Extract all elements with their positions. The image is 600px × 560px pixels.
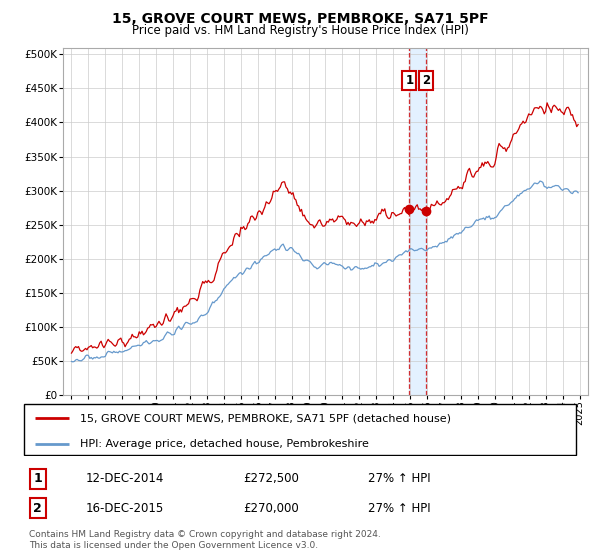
Text: Contains HM Land Registry data © Crown copyright and database right 2024.
This d: Contains HM Land Registry data © Crown c… (29, 530, 381, 549)
Text: 27% ↑ HPI: 27% ↑ HPI (368, 502, 430, 515)
Text: 1: 1 (405, 74, 413, 87)
Text: Price paid vs. HM Land Registry's House Price Index (HPI): Price paid vs. HM Land Registry's House … (131, 24, 469, 36)
Text: £270,000: £270,000 (244, 502, 299, 515)
Text: 12-DEC-2014: 12-DEC-2014 (86, 473, 164, 486)
Text: 15, GROVE COURT MEWS, PEMBROKE, SA71 5PF: 15, GROVE COURT MEWS, PEMBROKE, SA71 5PF (112, 12, 488, 26)
FancyBboxPatch shape (23, 404, 577, 455)
Bar (409, 48, 426, 395)
Text: 16-DEC-2015: 16-DEC-2015 (86, 502, 164, 515)
Text: 15, GROVE COURT MEWS, PEMBROKE, SA71 5PF (detached house): 15, GROVE COURT MEWS, PEMBROKE, SA71 5PF… (80, 413, 451, 423)
Text: 2: 2 (34, 502, 42, 515)
Text: HPI: Average price, detached house, Pembrokeshire: HPI: Average price, detached house, Pemb… (80, 438, 369, 449)
Text: 2: 2 (422, 74, 430, 87)
Text: £272,500: £272,500 (244, 473, 299, 486)
Text: 1: 1 (34, 473, 42, 486)
Text: 27% ↑ HPI: 27% ↑ HPI (368, 473, 430, 486)
